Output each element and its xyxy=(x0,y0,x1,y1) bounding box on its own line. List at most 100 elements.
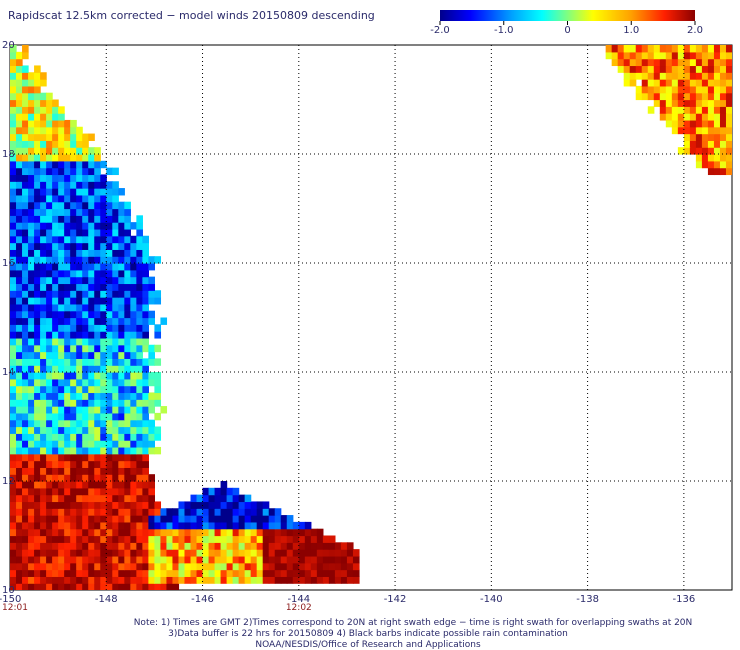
heatmap-cell xyxy=(52,474,59,482)
heatmap-cell xyxy=(713,72,721,80)
heatmap-cell xyxy=(250,562,258,571)
heatmap-cell xyxy=(10,140,17,148)
heatmap-cell xyxy=(124,440,131,448)
heatmap-cell xyxy=(713,167,721,176)
heatmap-cell xyxy=(214,494,222,503)
heatmap-cell xyxy=(190,501,198,509)
heatmap-cell xyxy=(316,562,324,571)
heatmap-cell xyxy=(142,310,149,319)
heatmap-cell xyxy=(16,310,23,319)
heatmap-cell xyxy=(124,269,131,278)
heatmap-cell xyxy=(52,358,59,366)
heatmap-cell xyxy=(725,58,732,67)
heatmap-cell xyxy=(10,85,17,94)
heatmap-cell xyxy=(226,487,234,496)
heatmap-cell xyxy=(40,583,47,590)
heatmap-cell xyxy=(100,535,107,543)
heatmap-cell xyxy=(40,569,47,577)
heatmap-cell xyxy=(617,45,625,53)
colorbar-tick-label: 1.0 xyxy=(623,25,639,36)
heatmap-cell xyxy=(136,460,143,468)
heatmap-cell xyxy=(292,555,300,564)
heatmap-cell xyxy=(34,303,41,312)
heatmap-cell xyxy=(112,337,119,346)
heatmap-cell xyxy=(689,45,697,53)
heatmap-cell xyxy=(76,290,83,298)
heatmap-cell xyxy=(328,535,336,543)
heatmap-cell xyxy=(94,494,101,503)
heatmap-cell xyxy=(88,583,95,590)
heatmap-cell xyxy=(124,222,131,230)
heatmap-cell xyxy=(130,487,137,496)
heatmap-cell xyxy=(46,528,53,537)
heatmap-cell xyxy=(196,535,204,543)
heatmap-cell xyxy=(148,378,155,387)
heatmap-cell xyxy=(82,542,89,550)
heatmap-cell xyxy=(88,147,95,155)
heatmap-cell xyxy=(70,446,77,455)
heatmap-cell xyxy=(10,460,17,468)
heatmap-cell xyxy=(659,99,667,107)
heatmap-cell xyxy=(220,528,228,537)
heatmap-cell xyxy=(154,344,162,353)
heatmap-cell xyxy=(40,521,47,530)
heatmap-cell xyxy=(52,167,59,176)
heatmap-cell xyxy=(16,242,23,250)
heatmap-cell xyxy=(76,535,83,543)
heatmap-cell xyxy=(112,249,119,257)
heatmap-cell xyxy=(106,167,113,176)
heatmap-cell xyxy=(46,160,53,169)
heatmap-cell xyxy=(154,372,162,380)
heatmap-cell xyxy=(76,303,83,312)
heatmap-cell xyxy=(10,446,17,455)
heatmap-cell xyxy=(70,324,77,332)
heatmap-cell xyxy=(52,269,59,278)
heatmap-cell xyxy=(124,228,131,237)
heatmap-cell xyxy=(64,365,71,373)
heatmap-cell xyxy=(58,508,65,516)
heatmap-cell xyxy=(208,508,216,516)
heatmap-cell xyxy=(280,521,288,530)
heatmap-cell xyxy=(659,58,667,67)
heatmap-cell xyxy=(82,154,89,162)
heatmap-cell xyxy=(82,160,89,169)
heatmap-cell xyxy=(653,51,661,60)
heatmap-cell xyxy=(154,385,162,394)
heatmap-cell xyxy=(70,167,77,176)
heatmap-cell xyxy=(244,508,252,516)
heatmap-cell xyxy=(677,119,685,128)
heatmap-cell xyxy=(148,399,155,407)
heatmap-cell xyxy=(130,433,137,441)
heatmap-cell xyxy=(64,542,71,550)
heatmap-cell xyxy=(10,167,17,176)
heatmap-cell xyxy=(28,126,35,135)
heatmap-cell xyxy=(316,535,324,543)
heatmap-cell xyxy=(82,535,89,543)
heatmap-cell xyxy=(76,133,83,141)
heatmap-cell xyxy=(659,72,667,80)
heatmap-cell xyxy=(220,542,228,550)
heatmap-cell xyxy=(58,174,65,182)
heatmap-cell xyxy=(124,310,131,319)
heatmap-cell xyxy=(40,453,47,462)
heatmap-cell xyxy=(112,290,119,298)
heatmap-cell xyxy=(58,160,65,169)
heatmap-cell xyxy=(304,549,312,557)
heatmap-cell xyxy=(124,453,131,462)
heatmap-cell xyxy=(142,433,149,441)
heatmap-cell xyxy=(58,481,65,489)
heatmap-cell xyxy=(28,460,35,468)
heatmap-cell xyxy=(250,521,258,530)
heatmap-cell xyxy=(244,576,252,584)
heatmap-cell xyxy=(124,256,131,264)
heatmap-cell xyxy=(58,412,65,421)
heatmap-cell xyxy=(22,160,29,169)
heatmap-cell xyxy=(196,494,204,503)
heatmap-cell xyxy=(304,535,312,543)
heatmap-cell xyxy=(106,412,113,421)
heatmap-cell xyxy=(124,501,131,509)
heatmap-cell xyxy=(52,378,59,387)
heatmap-cell xyxy=(665,45,673,53)
heatmap-cell xyxy=(100,263,107,271)
heatmap-cell xyxy=(130,481,137,489)
